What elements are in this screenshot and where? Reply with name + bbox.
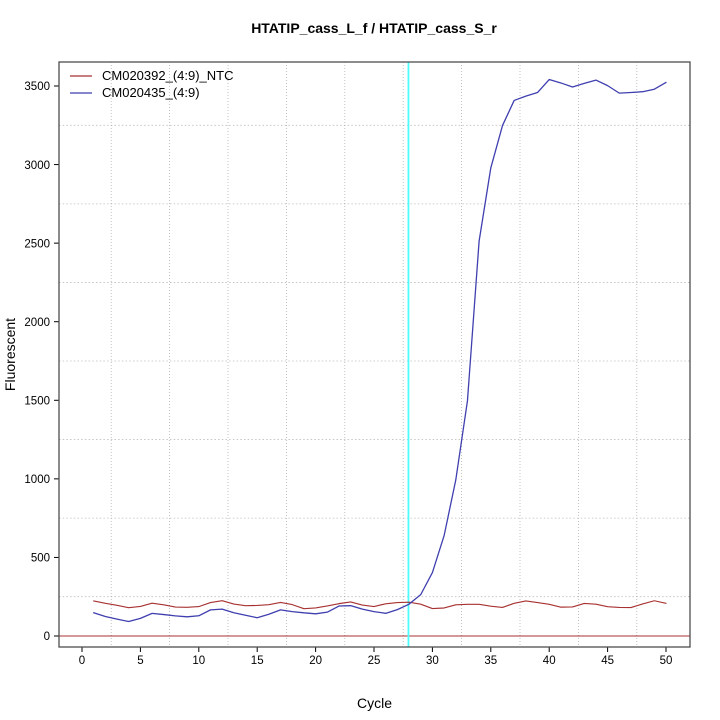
svg-text:1000: 1000 [24,474,50,486]
svg-text:2500: 2500 [24,238,50,250]
svg-text:15: 15 [251,655,264,667]
svg-text:3500: 3500 [24,81,50,93]
svg-text:0: 0 [44,631,50,643]
svg-text:45: 45 [601,655,614,667]
svg-text:40: 40 [543,655,556,667]
svg-text:30: 30 [426,655,439,667]
svg-text:2000: 2000 [24,317,50,329]
svg-text:20: 20 [309,655,322,667]
svg-text:CM020392_(4:9)_NTC: CM020392_(4:9)_NTC [102,68,234,83]
svg-text:500: 500 [31,553,50,565]
svg-text:0: 0 [79,655,85,667]
svg-text:Fluorescent: Fluorescent [2,318,18,391]
svg-text:Cycle: Cycle [357,695,392,711]
svg-text:10: 10 [192,655,205,667]
svg-text:25: 25 [368,655,381,667]
svg-text:35: 35 [484,655,497,667]
svg-text:HTATIP_cass_L_f / HTATIP_cass_: HTATIP_cass_L_f / HTATIP_cass_S_r [251,20,497,36]
svg-text:CM020435_(4:9): CM020435_(4:9) [102,85,200,100]
svg-text:1500: 1500 [24,395,50,407]
svg-text:50: 50 [660,655,673,667]
svg-text:5: 5 [137,655,143,667]
svg-text:3000: 3000 [24,160,50,172]
